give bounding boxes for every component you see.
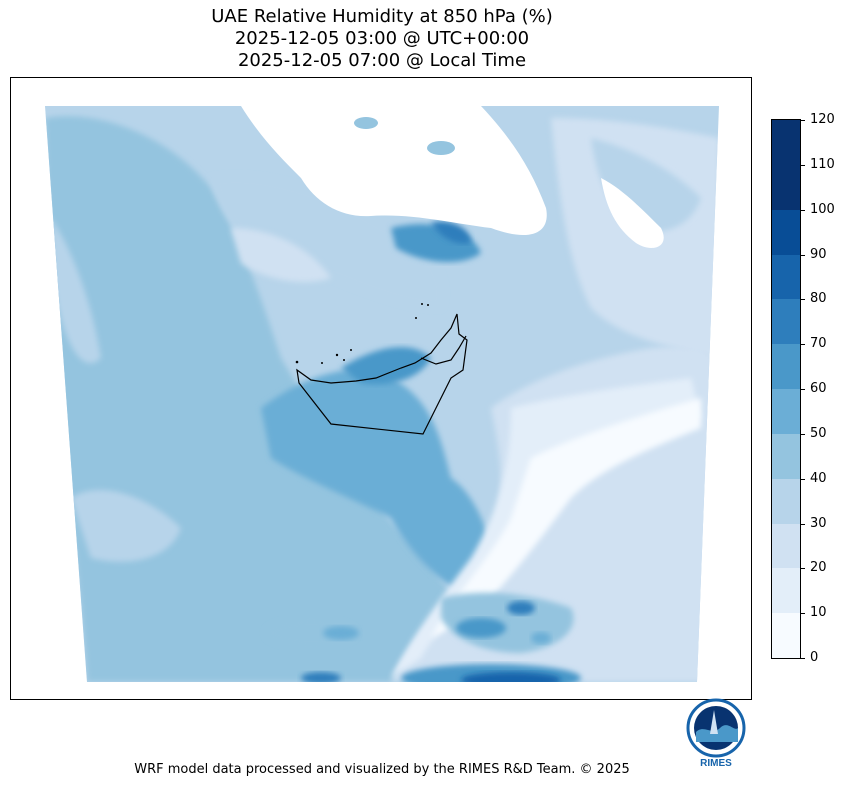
colorbar-tick-mark [801,658,805,659]
colorbar-tick-mark [801,568,805,570]
rh-60-70-core [341,347,431,385]
colorbar-tick-label: 110 [810,156,835,172]
colorbar-tick-mark [801,120,805,121]
rh-50-60-south-cell [531,632,551,644]
colorbar-tick-mark [801,209,805,211]
colorbar-tick-mark [801,478,805,480]
colorbar-tick-mark [801,523,805,525]
colorbar-tick-label: 100 [810,201,835,217]
colorbar-segment [772,344,800,389]
colorbar-tick-label: 10 [810,605,827,621]
map-frame: RIMES [10,77,752,769]
colorbar-tick-mark [801,389,805,390]
rh-60-70-south-cell [456,618,506,638]
uae-country-outline [296,313,468,435]
rimes-logo: RIMES [686,698,746,769]
rh-70-80-south-cell [507,601,535,615]
colorbar-segment [772,613,800,658]
colorbar-segment [772,209,800,255]
colorbar-tick-label: 40 [810,470,827,486]
colorbar-tick-label: 70 [810,336,827,352]
uae-emirate-border [420,335,467,365]
colorbar-tick-mark [801,254,805,256]
humidity-map [45,106,719,682]
colorbar-tick-label: 0 [810,650,819,665]
rh-70-80-north [431,221,471,244]
colorbar-segment [772,299,800,345]
colorbar-segment [772,120,800,165]
rh-40-50-south-west [266,619,356,647]
uae-boundary [296,313,468,435]
colorbar-tick-mark [801,299,805,301]
masked-terrain-northeast [601,178,664,248]
colorbar-segment [772,389,800,434]
colorbar-tick-label: 60 [810,381,827,396]
rh-patch-in-mask [354,117,378,129]
colorbar-tick-label: 30 [810,515,827,531]
colorbar-tick-mark [801,433,805,435]
colorbar-segment [772,433,800,479]
colorbar-tick-label: 120 [810,112,835,127]
rh-30-40-strip [51,218,101,364]
uae-islands [295,303,429,364]
map-title: UAE Relative Humidity at 850 hPa (%) 202… [0,6,764,72]
model-domain [45,106,719,682]
colorbar-tick-label: 80 [810,291,827,307]
colorbar-segment [772,164,800,210]
colorbar-segment [772,254,800,300]
rh-70-80-south-edge-west [301,672,341,682]
rh-30-40-patch [71,489,181,562]
colorbar-tick-label: 50 [810,425,827,441]
colorbar-tick-mark [801,344,805,346]
rh-patch-in-mask-2 [427,141,455,155]
colorbar-tick-label: 90 [810,246,827,262]
title-line-variable: UAE Relative Humidity at 850 hPa (%) [211,6,553,27]
colorbar-tick-mark [801,613,805,615]
title-line-utc: 2025-12-05 03:00 @ UTC+00:00 [234,28,530,49]
colorbar-tick-label: 20 [810,560,827,576]
rh-0-10-tongue [431,398,701,638]
colorbar [771,119,801,659]
rimes-logo-text: RIMES [700,758,732,769]
rh-80-90-south-edge [461,672,561,682]
colorbar-segment [772,523,800,569]
footer-credit: WRF model data processed and visualized … [134,762,630,777]
masked-terrain-north [241,106,547,236]
title-line-local: 2025-12-05 07:00 @ Local Time [237,50,527,71]
colorbar-segment [772,478,800,524]
rh-20-30-north [231,228,331,283]
rh-50-60-south-west [323,626,359,640]
rh-30-40-north [211,176,444,308]
rh-50-60-central [261,369,494,598]
colorbar-tick-mark [801,164,805,166]
colorbar-segment [772,568,800,614]
